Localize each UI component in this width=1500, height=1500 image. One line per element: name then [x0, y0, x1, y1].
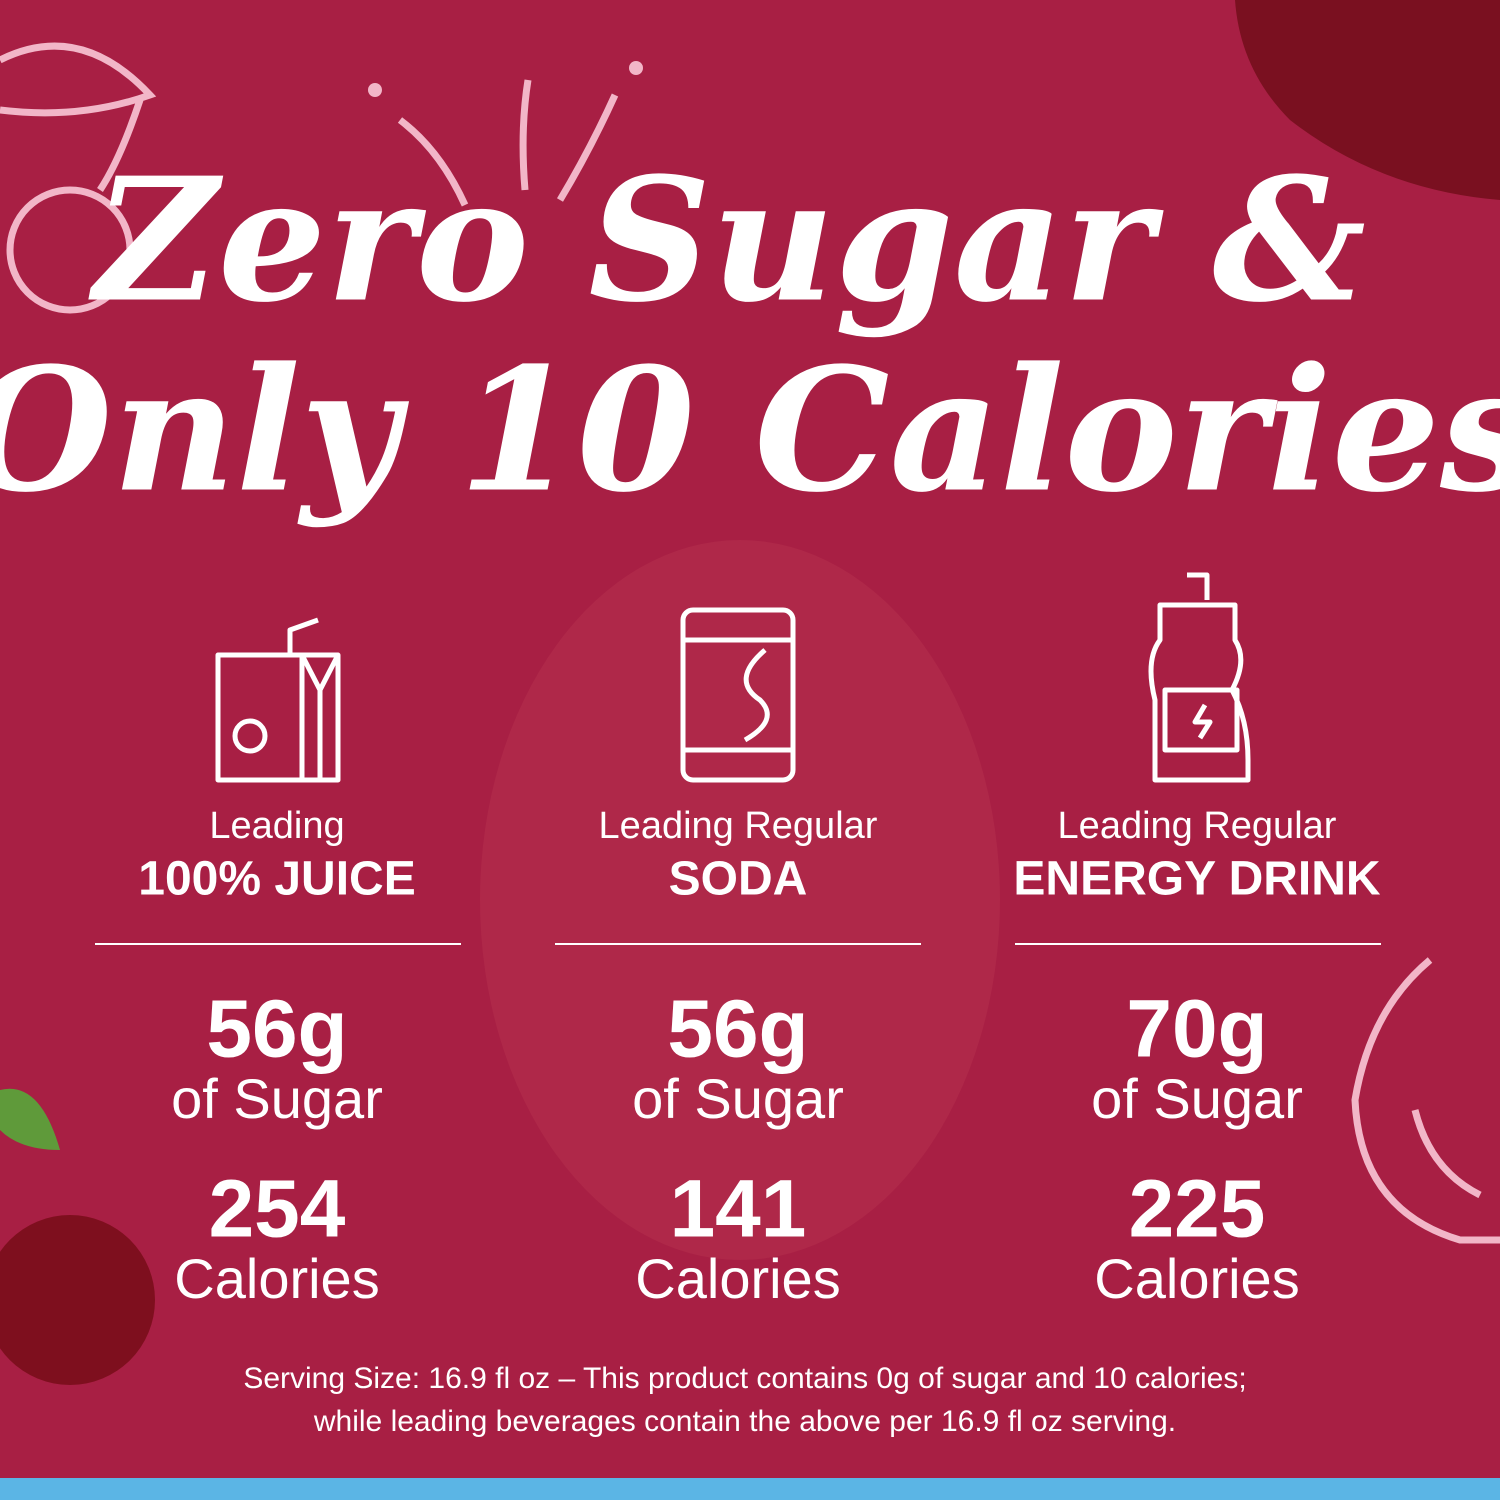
- sugar-text: of Sugar: [1091, 1067, 1303, 1130]
- decor-cherry-outline: [0, 42, 157, 314]
- decor-pomegranate: [1235, 0, 1500, 1244]
- column-label: Leading: [209, 805, 344, 847]
- sugar-text: of Sugar: [171, 1067, 383, 1130]
- footnote: while leading beverages contain the abov…: [313, 1405, 1176, 1438]
- calories-value: 225: [1129, 1164, 1266, 1255]
- sugar-value: 56g: [667, 984, 808, 1075]
- column-label: Leading Regular: [599, 805, 878, 847]
- column-name: ENERGY DRINK: [1013, 853, 1381, 906]
- decor-cherries: [0, 1088, 155, 1385]
- column-name: SODA: [669, 853, 808, 906]
- decor-splash: [368, 61, 643, 207]
- footnote: Serving Size: 16.9 fl oz – This product …: [243, 1362, 1246, 1395]
- sports-bottle-icon: [1148, 572, 1251, 783]
- sugar-value: 70g: [1126, 984, 1267, 1075]
- column-name: 100% JUICE: [138, 853, 415, 906]
- sugar-text: of Sugar: [632, 1067, 844, 1130]
- background-figure: [480, 540, 1000, 1260]
- calories-value: 141: [670, 1164, 807, 1255]
- calories-value: 254: [209, 1164, 346, 1255]
- calories-text: Calories: [1094, 1247, 1299, 1310]
- column-label: Leading Regular: [1058, 805, 1337, 847]
- calories-text: Calories: [174, 1247, 379, 1310]
- headline: Zero Sugar &: [88, 141, 1366, 341]
- juice-box-icon: [215, 617, 341, 783]
- headline: Only 10 Calories: [0, 331, 1500, 531]
- soda-can-icon: [680, 607, 796, 783]
- sugar-value: 56g: [206, 984, 347, 1075]
- bottom-strip: [0, 1478, 1500, 1500]
- calories-text: Calories: [635, 1247, 840, 1310]
